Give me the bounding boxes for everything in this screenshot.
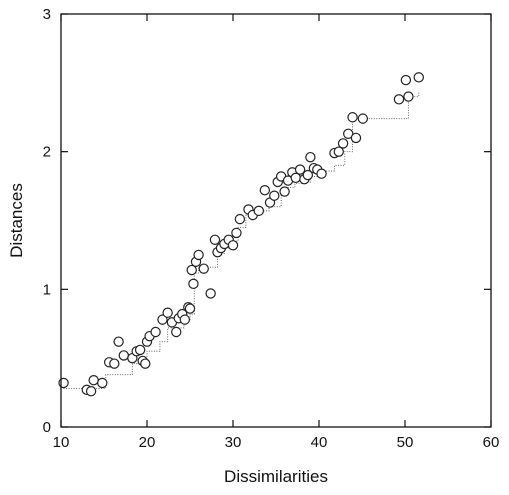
scatter-point <box>97 377 108 389</box>
scatter-point <box>400 74 412 86</box>
y-axis-title: Distances <box>7 183 26 258</box>
scatter-point <box>162 307 173 318</box>
scatter-point <box>305 151 316 163</box>
scatter-point <box>134 344 146 356</box>
scatter-point <box>333 146 344 157</box>
point-layer <box>58 72 424 397</box>
scatter-point <box>227 240 239 251</box>
x-tick-label: 10 <box>53 434 70 451</box>
x-tick-label: 60 <box>483 434 500 451</box>
scatter-point <box>357 113 369 124</box>
scatter-point <box>294 164 306 175</box>
plot-frame <box>60 13 492 428</box>
tick-layer: 10 20 30 40 50 60 0 1 2 3 <box>43 6 500 451</box>
scatter-point <box>413 72 424 83</box>
scatter-point <box>198 263 209 274</box>
scatter-point <box>337 138 349 149</box>
scatter-point <box>188 278 199 290</box>
scatter-point <box>231 227 242 239</box>
x-tick-label: 50 <box>397 434 414 451</box>
scatter-point <box>88 374 99 386</box>
scatter-point <box>118 350 129 361</box>
scatter-point <box>302 169 314 181</box>
scatter-point <box>193 249 204 261</box>
scatter-point <box>403 91 414 102</box>
scatter-point <box>157 314 168 325</box>
x-tick-label: 30 <box>225 434 242 451</box>
scatter-point <box>150 326 161 338</box>
scatter-point <box>179 314 191 325</box>
y-tick-label: 2 <box>43 144 51 161</box>
x-tick-label: 40 <box>311 434 328 451</box>
scatter-point <box>205 288 216 299</box>
scatter-point <box>209 234 221 245</box>
scatter-point <box>186 264 197 276</box>
y-tick-label: 3 <box>43 6 51 23</box>
scatter-point <box>269 190 280 201</box>
scatter-point <box>113 336 124 347</box>
scatter-point <box>347 112 358 123</box>
scatter-point <box>316 168 327 179</box>
scatter-point <box>85 386 97 397</box>
scatter-point <box>184 303 196 314</box>
scatter-point <box>253 205 264 217</box>
scatter-point <box>259 185 271 196</box>
x-tick-label: 20 <box>139 434 156 451</box>
scatter-point <box>393 94 405 105</box>
scatter-point <box>350 132 362 144</box>
y-tick-label: 1 <box>43 281 51 298</box>
scatter-point <box>234 213 246 225</box>
scatter-point <box>171 326 182 338</box>
scatter-point <box>140 358 151 369</box>
scatter-point <box>109 358 120 369</box>
x-axis-title: Dissimilarities <box>224 467 328 486</box>
y-tick-label: 0 <box>43 419 51 436</box>
scatter-point <box>279 186 290 197</box>
